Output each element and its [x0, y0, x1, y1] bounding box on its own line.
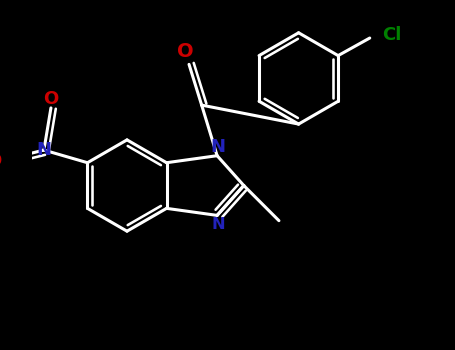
Text: O: O — [0, 152, 1, 170]
Text: Cl: Cl — [382, 26, 402, 44]
Text: N: N — [212, 217, 225, 232]
Text: N: N — [36, 141, 51, 159]
Text: O: O — [177, 42, 194, 61]
Text: O: O — [43, 91, 59, 108]
Text: N: N — [210, 138, 225, 156]
